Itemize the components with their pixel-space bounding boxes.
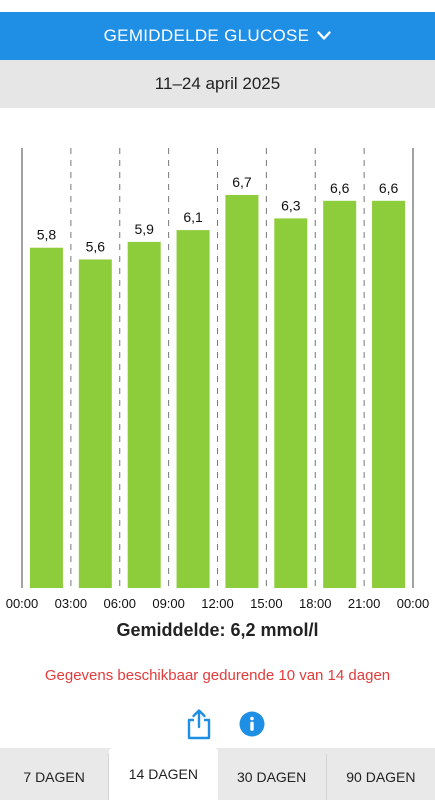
tab-14-days[interactable]: 14 DAGEN bbox=[109, 748, 218, 800]
bar-value-label: 5,9 bbox=[134, 221, 154, 237]
share-icon[interactable] bbox=[185, 708, 213, 740]
x-tick-label: 12:00 bbox=[201, 596, 234, 611]
date-range-label: 11–24 april 2025 bbox=[154, 74, 281, 93]
tab-label: 90 DAGEN bbox=[346, 769, 416, 785]
x-tick-label: 09:00 bbox=[152, 596, 185, 611]
tab-label: 7 DAGEN bbox=[23, 769, 85, 785]
tab-7-days[interactable]: 7 DAGEN bbox=[0, 754, 110, 800]
period-tabs: 7 DAGEN 14 DAGEN 30 DAGEN 90 DAGEN bbox=[0, 748, 435, 800]
tab-90-days[interactable]: 90 DAGEN bbox=[327, 754, 435, 800]
date-range: 11–24 april 2025 bbox=[0, 60, 435, 108]
bar-value-label: 6,6 bbox=[330, 180, 350, 196]
x-tick-label: 18:00 bbox=[299, 596, 332, 611]
bar bbox=[29, 247, 63, 588]
metric-dropdown[interactable]: GEMIDDELDE GLUCOSE bbox=[0, 12, 435, 60]
bar-value-label: 6,7 bbox=[232, 174, 252, 190]
bar-value-label: 6,3 bbox=[281, 197, 301, 213]
bar-value-label: 5,8 bbox=[37, 227, 57, 243]
tab-label: 30 DAGEN bbox=[237, 769, 307, 785]
x-tick-label: 15:00 bbox=[250, 596, 283, 611]
glucose-bar-chart: 5,8 5,6 5,9 6,1 6,7 6,3 6,6 6,6 00:00 03:00 06:00 0… bbox=[6, 148, 430, 611]
bar-value-label: 6,6 bbox=[379, 180, 399, 196]
info-icon[interactable] bbox=[239, 711, 265, 737]
tab-label: 14 DAGEN bbox=[128, 766, 198, 782]
average-glucose: Gemiddelde: 6,2 mmol/l bbox=[116, 620, 319, 640]
x-tick-label: 06:00 bbox=[103, 596, 136, 611]
x-tick-label: 00:00 bbox=[6, 596, 39, 611]
x-tick-label: 00:00 bbox=[397, 596, 430, 611]
action-bar bbox=[0, 706, 435, 742]
x-tick-label: 03:00 bbox=[55, 596, 88, 611]
data-availability-notice: Gegevens beschikbaar gedurende 10 van 14… bbox=[44, 667, 391, 684]
bar bbox=[323, 200, 357, 589]
bar bbox=[372, 200, 406, 589]
bar-value-label: 5,6 bbox=[86, 238, 106, 254]
header-title: GEMIDDELDE GLUCOSE bbox=[103, 26, 310, 45]
bar bbox=[225, 194, 259, 588]
bar bbox=[176, 230, 210, 588]
bar bbox=[274, 218, 308, 588]
bar bbox=[127, 241, 161, 588]
chevron-down-icon bbox=[317, 31, 332, 41]
bar bbox=[78, 259, 112, 588]
bar-value-label: 6,1 bbox=[183, 209, 203, 225]
tab-30-days[interactable]: 30 DAGEN bbox=[218, 754, 327, 800]
x-tick-label: 21:00 bbox=[348, 596, 381, 611]
